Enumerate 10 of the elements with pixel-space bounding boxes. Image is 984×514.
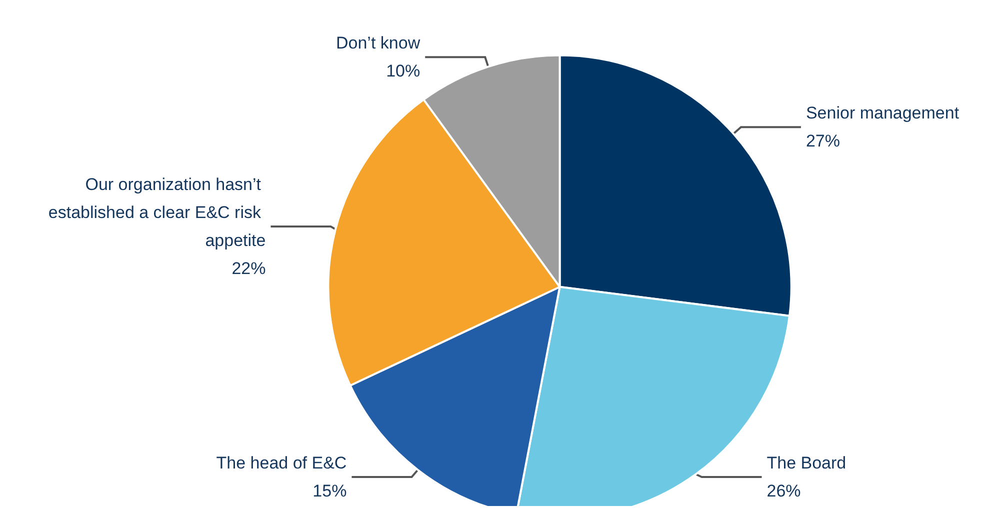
data-label: 10%	[386, 62, 420, 81]
data-label: 27%	[806, 132, 840, 151]
slice-label: Senior management	[806, 104, 960, 123]
slice-label: Don’t know	[336, 34, 421, 53]
data-label: 15%	[312, 482, 347, 500]
data-label: 26%	[766, 482, 801, 500]
data-label: 22%	[232, 259, 266, 278]
slice-label: The Board	[766, 454, 846, 472]
slice-label: Our organization hasn’t established a clear E&C risk appetite	[48, 175, 266, 250]
slice-label: The head of E&C	[216, 454, 347, 472]
